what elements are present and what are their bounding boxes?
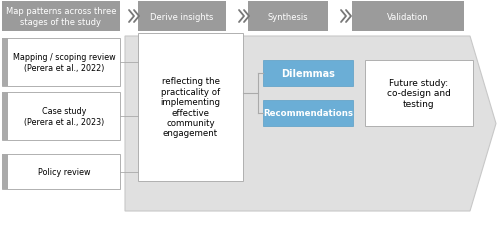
FancyBboxPatch shape (138, 2, 226, 32)
FancyBboxPatch shape (263, 101, 353, 126)
Text: Future study:
co-design and
testing: Future study: co-design and testing (387, 79, 451, 108)
FancyBboxPatch shape (2, 154, 120, 189)
Text: Mapping / scoping review
(Perera et al., 2022): Mapping / scoping review (Perera et al.,… (12, 53, 116, 72)
Text: reflecting the
practicality of
implementing
effective
community
engagement: reflecting the practicality of implement… (160, 77, 220, 138)
FancyBboxPatch shape (263, 61, 353, 87)
Text: Recommendations: Recommendations (263, 109, 353, 118)
FancyBboxPatch shape (2, 2, 120, 32)
FancyBboxPatch shape (138, 34, 243, 181)
FancyBboxPatch shape (365, 61, 473, 126)
Text: Case study
(Perera et al., 2023): Case study (Perera et al., 2023) (24, 107, 104, 126)
FancyBboxPatch shape (2, 93, 8, 140)
FancyBboxPatch shape (2, 154, 8, 189)
Polygon shape (125, 37, 496, 211)
Text: Synthesis: Synthesis (268, 12, 308, 21)
Text: Policy review: Policy review (38, 167, 90, 176)
Text: Validation: Validation (387, 12, 429, 21)
FancyBboxPatch shape (2, 93, 120, 140)
Text: Dilemmas: Dilemmas (281, 69, 335, 79)
Text: Derive insights: Derive insights (150, 12, 214, 21)
Text: Map patterns across three
stages of the study: Map patterns across three stages of the … (6, 7, 116, 27)
FancyBboxPatch shape (248, 2, 328, 32)
FancyBboxPatch shape (352, 2, 464, 32)
FancyBboxPatch shape (2, 39, 8, 87)
FancyBboxPatch shape (2, 39, 120, 87)
